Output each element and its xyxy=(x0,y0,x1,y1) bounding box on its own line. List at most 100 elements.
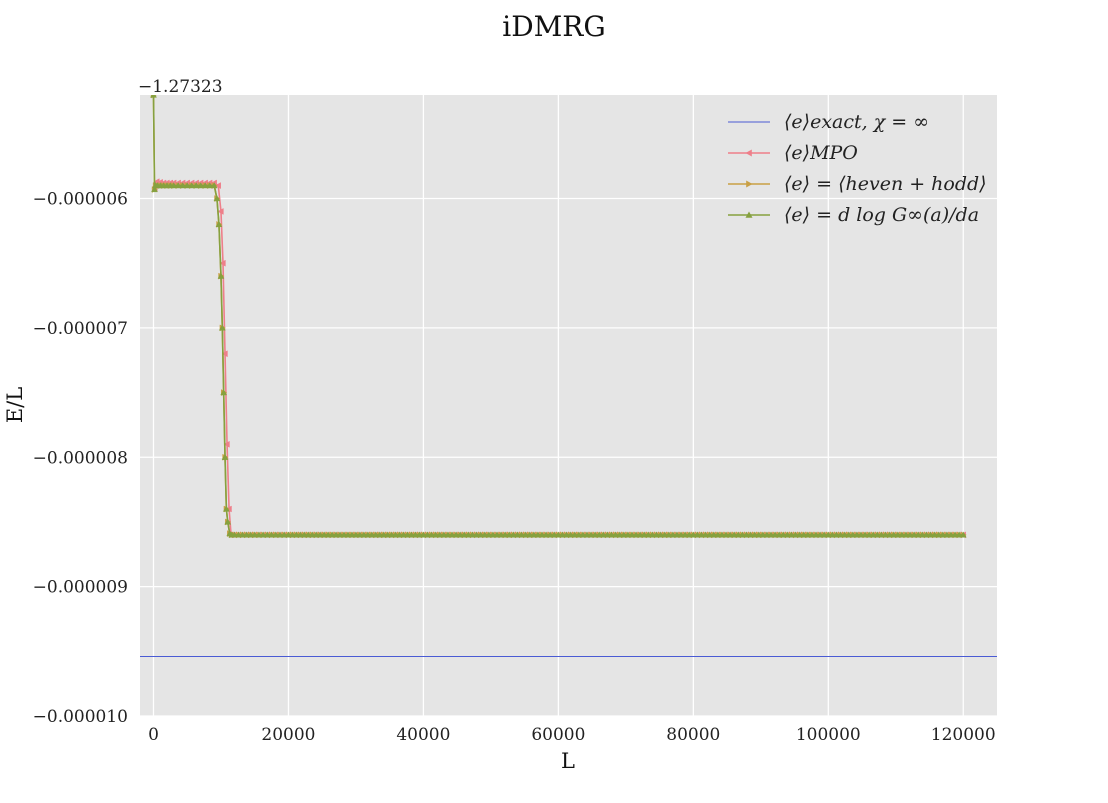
data-point xyxy=(224,518,232,525)
legend-label: ⟨e⟩MPO xyxy=(784,142,858,164)
y-tick-label: −0.000007 xyxy=(33,319,128,339)
data-point xyxy=(873,531,881,538)
x-tick-label: 60000 xyxy=(531,725,585,745)
data-point xyxy=(816,531,824,538)
data-point xyxy=(530,531,538,538)
data-point xyxy=(734,531,742,538)
data-point xyxy=(661,531,669,538)
data-point xyxy=(432,531,440,538)
data-point xyxy=(718,531,726,538)
data-point xyxy=(849,531,857,538)
data-point xyxy=(223,440,230,448)
data-point xyxy=(206,182,214,189)
data-point xyxy=(955,531,963,538)
legend-marker xyxy=(745,211,753,218)
data-point xyxy=(522,531,530,538)
data-point xyxy=(624,531,632,538)
data-point xyxy=(473,531,481,538)
data-point xyxy=(890,531,898,538)
data-point xyxy=(477,531,485,538)
data-point xyxy=(188,182,196,189)
data-point xyxy=(460,531,468,538)
markers-dlog xyxy=(150,95,967,538)
legend-item-heven_hodd: ⟨e⟩ = ⟨heven + hodd⟩ xyxy=(728,173,987,195)
data-point xyxy=(526,531,534,538)
data-point xyxy=(571,531,579,538)
data-point xyxy=(542,531,550,538)
data-point xyxy=(927,531,934,538)
data-point xyxy=(657,531,665,538)
data-point xyxy=(747,531,755,538)
data-point xyxy=(575,531,583,538)
data-point xyxy=(251,531,259,538)
data-point xyxy=(706,531,714,538)
data-point xyxy=(559,531,566,538)
data-point xyxy=(857,531,865,538)
data-point xyxy=(947,531,955,538)
data-point xyxy=(828,531,836,538)
x-tick-label: 80000 xyxy=(666,725,720,745)
grid xyxy=(140,95,997,717)
data-point xyxy=(276,531,284,538)
data-point xyxy=(514,531,521,538)
data-point xyxy=(151,185,158,193)
data-point xyxy=(669,531,677,538)
x-axis-label: L xyxy=(561,749,575,773)
data-point xyxy=(221,453,229,460)
data-point xyxy=(201,182,209,189)
data-point xyxy=(583,531,591,538)
data-point xyxy=(440,531,448,538)
data-point xyxy=(595,531,603,538)
data-point xyxy=(775,531,783,538)
data-point xyxy=(681,531,689,538)
data-point xyxy=(235,531,242,538)
legend-item-dlog: ⟨e⟩ = d log G∞(a)/da xyxy=(728,204,979,226)
data-point xyxy=(280,531,288,538)
data-point xyxy=(620,531,628,538)
data-point xyxy=(878,531,885,538)
data-point xyxy=(214,182,221,189)
data-point xyxy=(943,531,951,538)
legend: ⟨e⟩exact, χ = ∞ ⟨e⟩MPO ⟨e⟩ = ⟨heven + hodd… xyxy=(728,111,987,226)
data-point xyxy=(935,531,943,538)
data-point xyxy=(951,531,959,538)
legend-item-mpo: ⟨e⟩MPO xyxy=(728,142,858,164)
data-point xyxy=(448,531,456,538)
data-point xyxy=(221,350,228,358)
data-point xyxy=(824,531,832,538)
data-point xyxy=(841,531,849,538)
x-tick-label: 40000 xyxy=(396,725,450,745)
data-point xyxy=(563,531,570,538)
data-point xyxy=(685,531,693,538)
data-point xyxy=(213,194,221,202)
data-point xyxy=(694,531,701,538)
data-point xyxy=(886,531,894,538)
data-point xyxy=(763,531,771,538)
data-point xyxy=(263,531,271,538)
data-point xyxy=(783,531,791,538)
data-point xyxy=(231,531,238,538)
data-point xyxy=(485,531,493,538)
data-point xyxy=(710,531,718,538)
data-point xyxy=(444,531,452,538)
data-point xyxy=(493,531,501,538)
data-point xyxy=(481,531,489,538)
data-point xyxy=(197,182,205,189)
y-offset-label: −1.27323 xyxy=(138,77,223,97)
data-point xyxy=(820,531,828,538)
data-point xyxy=(518,531,525,538)
data-point xyxy=(804,531,812,538)
data-point xyxy=(653,531,660,538)
data-point xyxy=(698,531,705,538)
data-point xyxy=(738,531,746,538)
data-point xyxy=(554,531,562,538)
data-point xyxy=(567,531,575,538)
data-point xyxy=(644,531,652,538)
data-point xyxy=(612,531,620,538)
data-point xyxy=(714,531,722,538)
data-point xyxy=(259,531,267,538)
data-point xyxy=(673,531,681,538)
data-point xyxy=(743,531,750,538)
data-point xyxy=(808,531,816,538)
